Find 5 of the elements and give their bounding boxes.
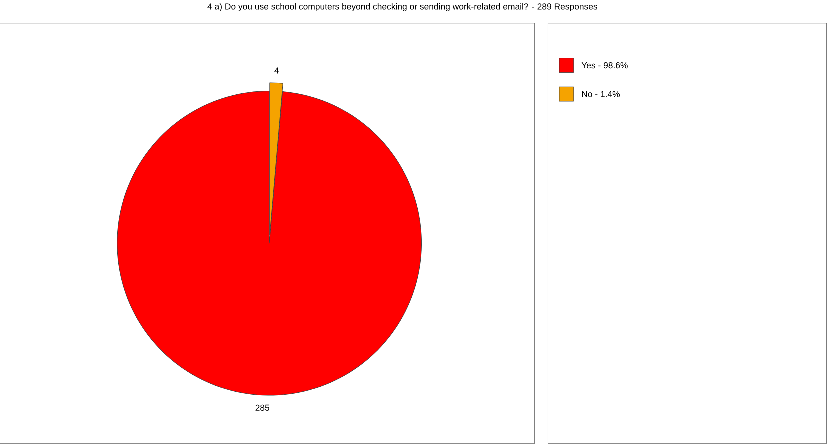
data-label: 285 xyxy=(256,404,270,411)
legend-label: Yes - 98.6% xyxy=(582,62,628,69)
data-label: 4 xyxy=(274,68,280,74)
legend-label: No - 1.4% xyxy=(582,91,620,98)
chart-title: 4 a) Do you use school computers beyond checking or sending work-related email? - 289 Responses xyxy=(208,3,598,12)
